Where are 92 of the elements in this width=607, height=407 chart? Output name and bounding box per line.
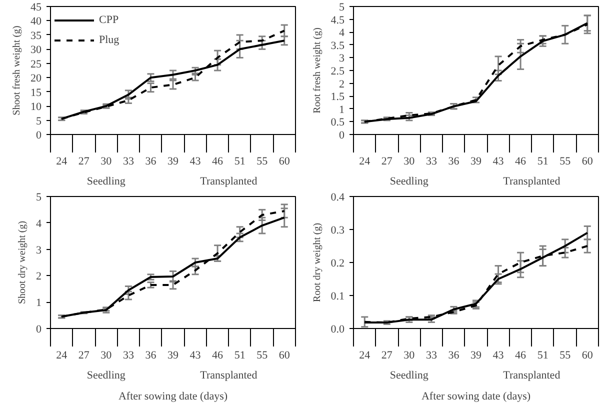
y-tick-label: 5 — [339, 2, 345, 14]
y-tick-label: 0 — [36, 130, 42, 142]
y-tick-label: 1.5 — [330, 91, 345, 104]
x-tick-label: 33 — [122, 156, 134, 168]
x-tick-label: 60 — [278, 350, 290, 362]
x-tick-label: 30 — [404, 350, 416, 362]
x-tick-label: 30 — [100, 156, 112, 168]
y-tick-label: 4.5 — [330, 14, 345, 26]
x-tick-label: 39 — [168, 156, 179, 168]
y-tick-label: 4 — [36, 218, 42, 230]
x-tick-label: 46 — [515, 350, 527, 362]
text: Transplanted — [503, 176, 561, 188]
x-tick-label: 36 — [448, 156, 460, 168]
x-tick-label: 51 — [537, 156, 548, 168]
x-axis-title: After sowing date (days) — [118, 390, 228, 402]
text: Transplanted — [200, 370, 258, 382]
x-tick-label: 55 — [560, 350, 572, 362]
x-tick-label: 60 — [582, 350, 594, 362]
x-tick-label: 43 — [492, 156, 504, 168]
y-tick-label: 15 — [30, 86, 42, 99]
x-tick-label: 27 — [381, 350, 393, 362]
x-tick-label: 43 — [190, 156, 202, 168]
text: Transplanted — [503, 370, 561, 382]
y-axis-title: Root dry weight (g) — [312, 222, 323, 302]
y-axis-title: Root fresh weight (g) — [312, 28, 323, 114]
y-tick-label: 3.5 — [330, 40, 345, 52]
x-tick-label: 24 — [359, 350, 371, 362]
text: Seedling — [390, 370, 429, 382]
x-tick-label: 27 — [78, 350, 90, 362]
x-tick-label: 24 — [56, 156, 68, 168]
x-tick-label: 46 — [212, 156, 224, 168]
x-tick-label: 27 — [78, 156, 90, 168]
legend-label: Plug — [99, 34, 120, 46]
text: Seedling — [390, 176, 429, 188]
y-tick-label: 5 — [36, 115, 42, 128]
x-tick-label: 36 — [448, 350, 460, 362]
x-tick-label: 46 — [212, 350, 224, 362]
x-tick-label: 51 — [537, 350, 548, 362]
y-tick-label: 10 — [30, 101, 42, 114]
text: Transplanted — [200, 176, 258, 188]
x-tick-label: 30 — [404, 156, 416, 168]
y-tick-label: 0.2 — [330, 258, 344, 270]
x-tick-label: 51 — [234, 350, 246, 362]
y-tick-label: 3 — [339, 52, 345, 65]
x-tick-label: 33 — [426, 156, 438, 168]
y-tick-label: 2.5 — [330, 66, 345, 78]
y-tick-label: 0.4 — [330, 192, 345, 204]
y-tick-label: 35 — [30, 30, 42, 42]
y-tick-label: 1 — [339, 104, 344, 116]
y-tick-label: 45 — [30, 2, 42, 14]
x-tick-label: 46 — [515, 156, 527, 168]
x-axis-title: After sowing date (days) — [421, 390, 531, 402]
x-tick-label: 24 — [56, 350, 68, 362]
x-tick-label: 43 — [190, 350, 202, 362]
text: Seedling — [86, 176, 126, 188]
x-tick-label: 60 — [582, 156, 594, 168]
y-tick-label: 0.0 — [330, 324, 345, 336]
x-tick-label: 55 — [256, 350, 268, 362]
legend-label: CPP — [99, 14, 119, 26]
y-tick-label: 3 — [36, 244, 42, 256]
y-tick-label: 5 — [36, 192, 42, 204]
x-tick-label: 36 — [145, 156, 157, 168]
x-tick-label: 55 — [560, 156, 572, 168]
x-tick-label: 39 — [470, 156, 482, 168]
x-tick-label: 27 — [381, 156, 393, 168]
x-tick-label: 24 — [359, 156, 371, 168]
y-tick-label: 20 — [30, 72, 42, 85]
y-tick-label: 2 — [36, 270, 42, 283]
x-tick-label: 33 — [122, 350, 134, 362]
x-tick-label: 51 — [234, 156, 246, 168]
x-tick-label: 39 — [168, 350, 179, 362]
y-tick-label: 40 — [30, 16, 42, 28]
y-tick-label: 30 — [30, 44, 42, 56]
x-tick-label: 36 — [145, 350, 157, 362]
y-tick-label: 25 — [30, 58, 42, 70]
y-tick-label: 2 — [339, 78, 344, 90]
y-tick-label: 0 — [339, 130, 345, 142]
y-tick-label: 0.5 — [330, 116, 345, 129]
x-tick-label: 30 — [100, 350, 112, 362]
y-tick-label: 0.3 — [330, 224, 345, 236]
y-axis-title: Shoot dry weight (g) — [17, 220, 28, 304]
text: Seedling — [86, 370, 126, 382]
x-tick-label: 33 — [426, 350, 438, 362]
y-tick-label: 1 — [36, 297, 42, 310]
x-tick-label: 60 — [278, 156, 290, 168]
x-tick-label: 55 — [256, 156, 268, 168]
y-tick-label: 4 — [339, 27, 345, 40]
x-tick-label: 39 — [470, 350, 482, 362]
y-tick-label: 0 — [36, 324, 42, 336]
y-axis-title: Shoot fresh weight (g) — [12, 26, 22, 116]
y-tick-label: 0.1 — [330, 290, 344, 302]
x-tick-label: 43 — [492, 350, 504, 362]
